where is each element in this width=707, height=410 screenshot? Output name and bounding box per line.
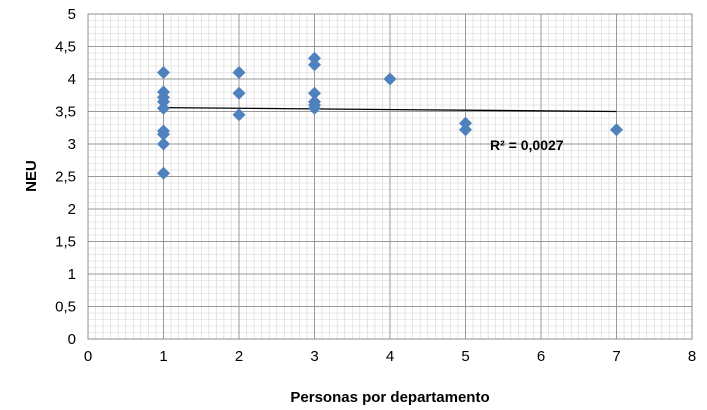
data-point	[157, 101, 170, 115]
data-point	[232, 108, 246, 122]
data-point	[157, 137, 170, 151]
x-tick-label: 8	[688, 348, 696, 365]
data-point	[157, 166, 170, 180]
data-point	[308, 101, 321, 115]
x-tick-label: 1	[159, 348, 167, 365]
data-point	[308, 51, 321, 65]
data-point	[308, 58, 321, 72]
y-axis-ticks: 0 0,5 1 1,5 2 2,5 3 3,5 4 4,5 5	[55, 6, 76, 348]
y-axis-title: NEU	[23, 160, 40, 192]
r-squared-annotation: R² = 0,0027	[490, 137, 564, 153]
data-point	[459, 123, 472, 137]
y-tick-label: 1	[68, 266, 76, 283]
x-tick-label: 3	[310, 348, 318, 365]
data-points	[157, 51, 623, 180]
y-tick-label: 1,5	[55, 234, 76, 251]
y-tick-label: 3	[68, 136, 76, 153]
x-axis-ticks: 0 1 2 3 4 5 6 7 8	[84, 348, 696, 365]
data-point	[157, 127, 170, 141]
x-tick-label: 2	[235, 348, 243, 365]
plot-border	[87, 13, 693, 340]
x-tick-label: 4	[386, 348, 394, 365]
data-point	[232, 66, 246, 79]
x-tick-label: 6	[537, 348, 545, 365]
x-tick-label: 5	[461, 348, 469, 365]
y-tick-label: 4	[68, 71, 76, 88]
y-tick-label: 4,5	[55, 39, 76, 56]
data-point	[383, 72, 397, 86]
y-tick-label: 0,5	[55, 299, 76, 316]
x-tick-label: 0	[84, 348, 92, 365]
x-tick-label: 7	[612, 348, 620, 365]
data-point	[157, 66, 170, 79]
data-point	[610, 123, 623, 137]
y-tick-label: 2,5	[55, 169, 76, 186]
y-tick-label: 3,5	[55, 104, 76, 121]
y-tick-label: 2	[68, 201, 76, 218]
x-axis-title: Personas por departamento	[290, 389, 489, 406]
y-tick-label: 0	[68, 331, 76, 348]
y-tick-label: 5	[68, 6, 76, 23]
data-point	[308, 86, 321, 100]
data-point	[232, 86, 246, 100]
